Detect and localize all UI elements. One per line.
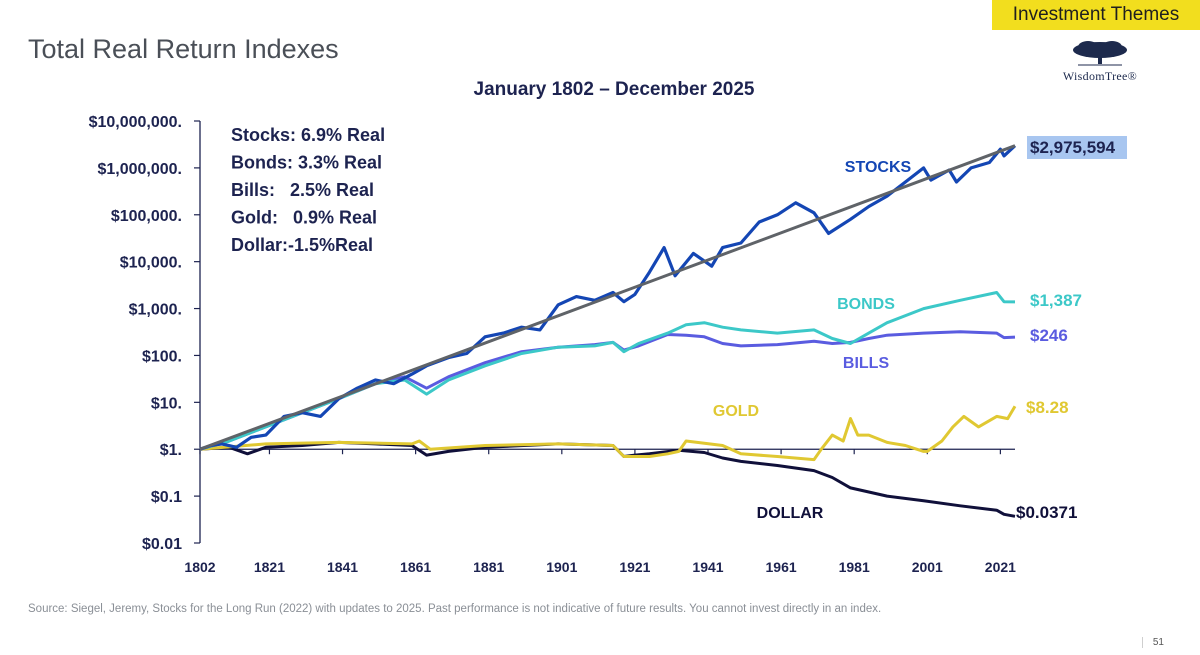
summary-line: Gold: 0.9% Real (231, 208, 377, 228)
chart-labels: STOCKS BONDS BILLS GOLD DOLLAR $2,975,594 $1,3… (713, 136, 1127, 522)
series-name-dollar: DOLLAR (757, 505, 824, 522)
x-tick-label: 1841 (327, 559, 358, 575)
end-value-bills: $246 (1030, 326, 1068, 345)
y-tick-label: $1,000. (129, 302, 182, 319)
series-line-stocks (199, 144, 1017, 451)
y-tick-label: $1,000,000. (97, 161, 182, 178)
series-name-bonds: BONDS (837, 296, 895, 313)
series-name-bills: BILLS (843, 355, 890, 372)
end-value-stocks: $2,975,594 (1030, 138, 1116, 157)
summary-line: Bonds: 3.3% Real (231, 153, 382, 173)
total-return-chart: January 1802 – December 2025 $10,000,000… (89, 79, 1127, 575)
x-tick-label: 2001 (912, 559, 943, 575)
x-tick-label: 1901 (546, 559, 577, 575)
page-title: Total Real Return Indexes (28, 34, 339, 64)
end-value-gold: $8.28 (1026, 398, 1069, 417)
x-tick-label: 1941 (692, 559, 723, 575)
x-tick-label: 2021 (985, 559, 1016, 575)
chart-subtitle: January 1802 – December 2025 (474, 79, 755, 100)
page-number: 51 (1141, 637, 1164, 648)
x-tick-label: 1861 (400, 559, 431, 575)
chart-axes: $10,000,000. $1,000,000. $100,000. $10,000.… (89, 114, 1017, 575)
y-tick-label: $10. (151, 395, 182, 412)
end-value-highlight (1027, 136, 1127, 159)
y-tick-label: $0.01 (142, 536, 182, 553)
y-tick-label: $0.1 (151, 489, 182, 506)
summary-box: Stocks: 6.9% Real Bonds: 3.3% Real Bills: … (231, 125, 385, 255)
end-value-bonds: $1,387 (1030, 291, 1082, 310)
series-name-stocks: STOCKS (845, 159, 912, 176)
series-line-dollar (199, 440, 1016, 518)
logo-text: WisdomTree® (1062, 69, 1138, 83)
summary-line: Dollar:-1.5%Real (231, 235, 373, 255)
x-tick-label: 1961 (766, 559, 797, 575)
series-name-gold: GOLD (713, 403, 759, 420)
y-tick-label: $100. (142, 348, 182, 365)
trend-line (199, 144, 1016, 451)
y-tick-label: $1. (160, 442, 182, 459)
end-value-dollar: $0.0371 (1016, 503, 1077, 522)
x-tick-label: 1821 (254, 559, 285, 575)
series-line-bills (199, 330, 1016, 451)
summary-line: Stocks: 6.9% Real (231, 125, 385, 145)
x-tick-label: 1981 (839, 559, 870, 575)
y-tick-label: $100,000. (111, 208, 182, 225)
series-line-bonds (199, 291, 1016, 451)
summary-line: Bills: 2.5% Real (231, 180, 374, 200)
y-tick-label: $10,000. (120, 255, 182, 272)
source-note: Source: Siegel, Jeremy, Stocks for the L… (28, 603, 882, 615)
series-line-gold (199, 405, 1017, 462)
x-tick-label: 1802 (184, 559, 215, 575)
chart-lines (199, 144, 1017, 518)
y-tick-label: $10,000,000. (89, 114, 182, 131)
tree-icon (1073, 41, 1127, 66)
investment-themes-tab: Investment Themes (992, 0, 1200, 30)
x-tick-label: 1881 (473, 559, 504, 575)
wisdomtree-logo: WisdomTree® (1054, 40, 1146, 84)
x-tick-label: 1921 (619, 559, 650, 575)
